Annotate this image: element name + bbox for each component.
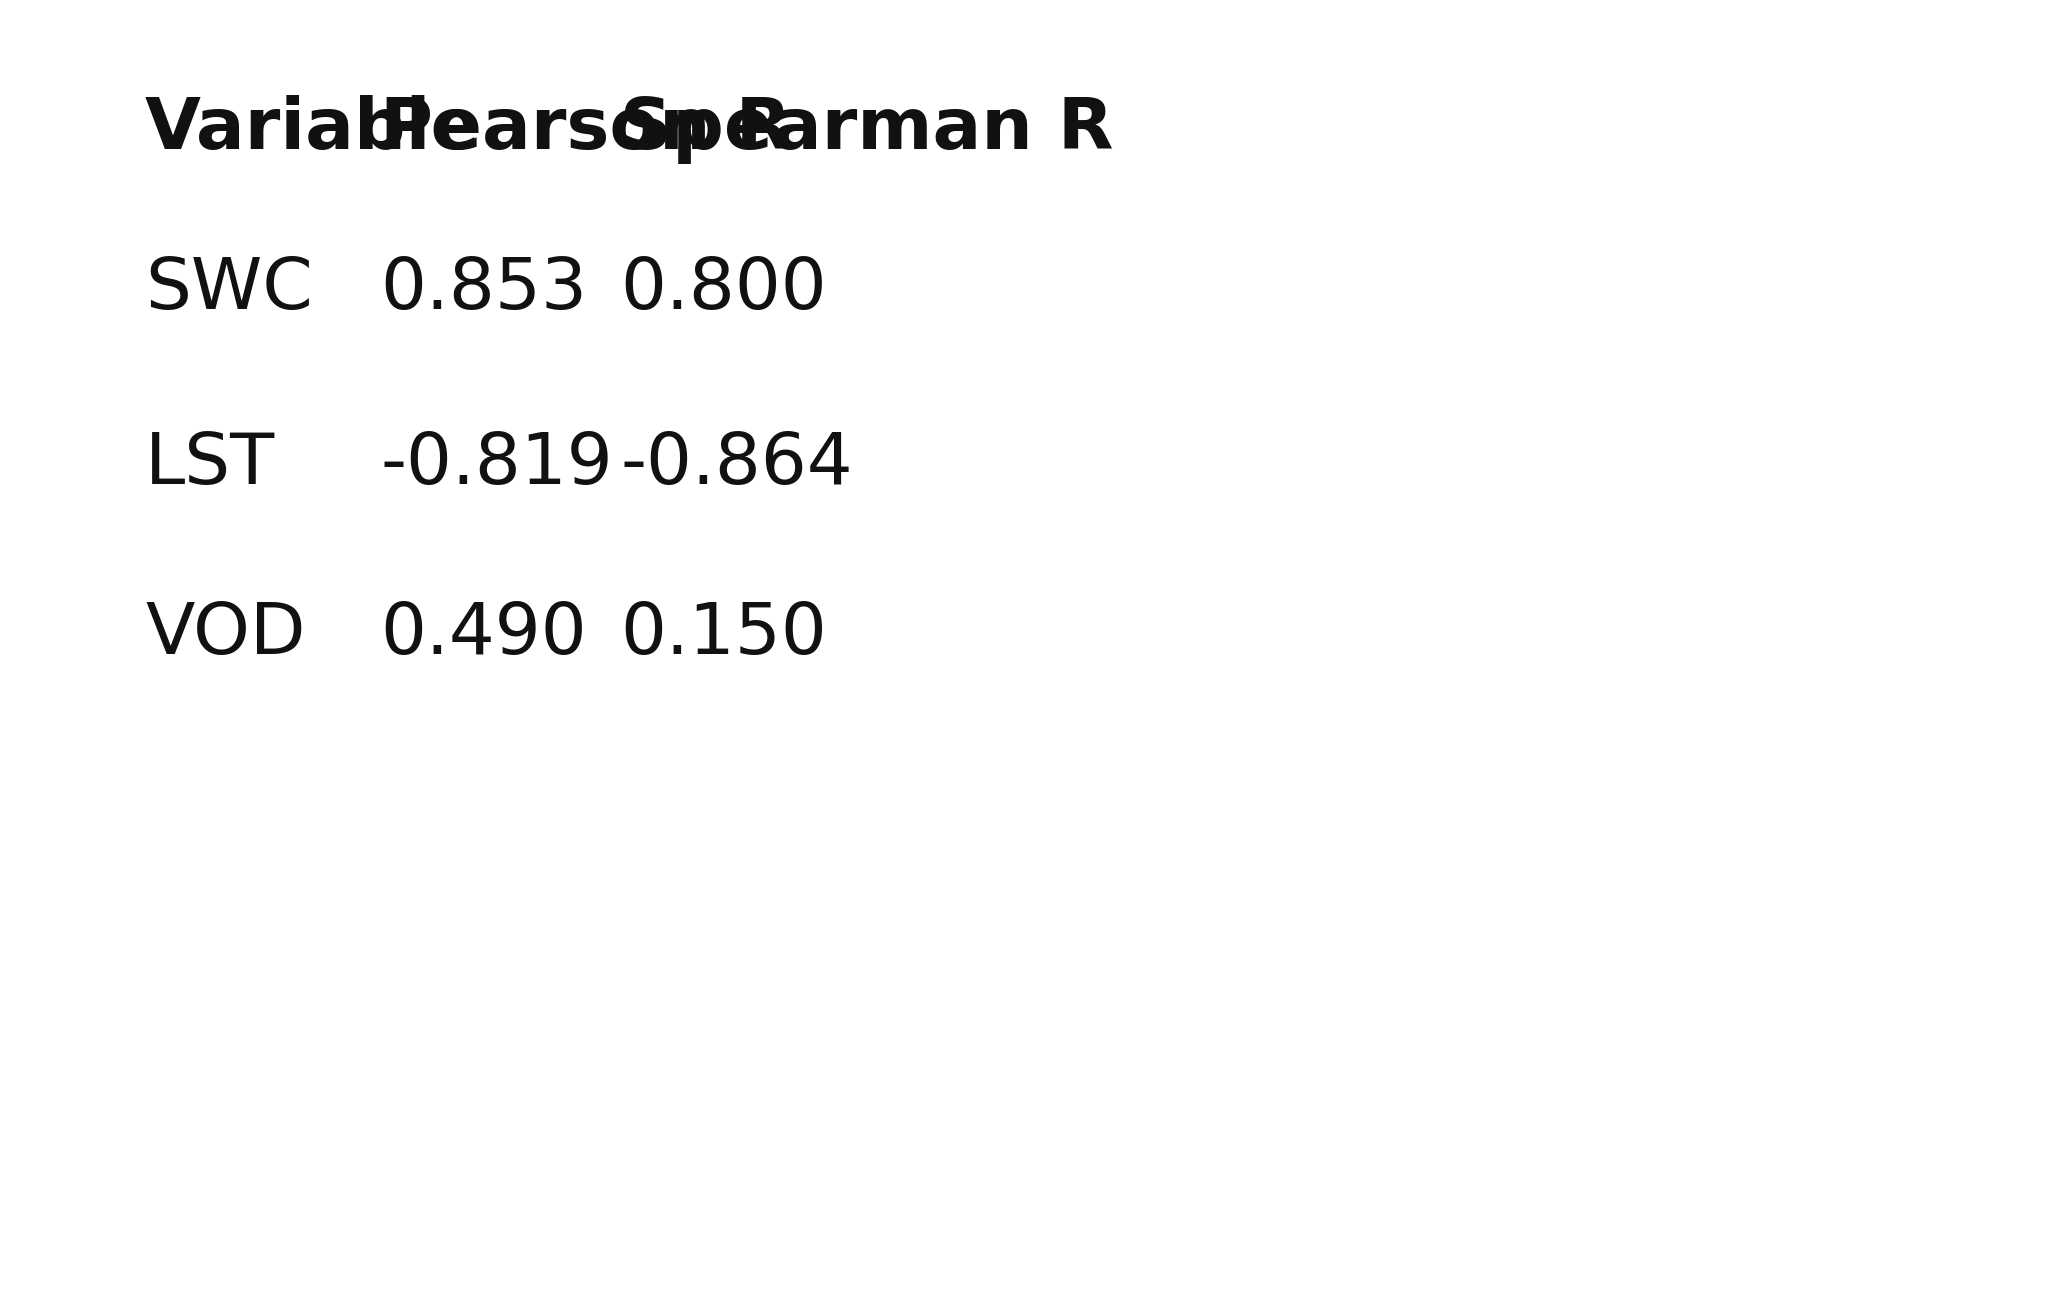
Text: VOD: VOD: [145, 600, 305, 669]
Text: 0.490: 0.490: [381, 600, 586, 669]
Text: Variable: Variable: [145, 95, 481, 164]
Text: 0.800: 0.800: [621, 256, 827, 323]
Text: 0.150: 0.150: [621, 600, 827, 669]
Text: -0.819: -0.819: [381, 430, 612, 499]
Text: -0.864: -0.864: [621, 430, 852, 499]
Text: SWC: SWC: [145, 256, 313, 323]
Text: LST: LST: [145, 430, 274, 499]
Text: Spearman R: Spearman R: [621, 95, 1114, 164]
Text: Pearson R: Pearson R: [381, 95, 791, 164]
Text: 0.853: 0.853: [381, 256, 588, 323]
